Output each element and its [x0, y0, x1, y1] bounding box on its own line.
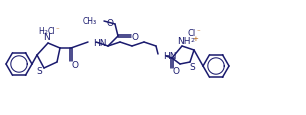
Text: O: O — [173, 66, 180, 75]
Text: N: N — [43, 32, 49, 41]
Text: ⁻: ⁻ — [196, 29, 200, 35]
Text: S: S — [36, 66, 42, 75]
Text: O: O — [132, 32, 139, 41]
Text: +: + — [192, 36, 198, 42]
Text: ⁻: ⁻ — [55, 27, 59, 33]
Text: HN: HN — [93, 38, 106, 47]
Text: S: S — [189, 62, 195, 71]
Text: H: H — [38, 26, 44, 35]
Text: 2: 2 — [43, 29, 47, 34]
Text: CH₃: CH₃ — [83, 17, 97, 26]
Text: Cl: Cl — [47, 26, 55, 35]
Text: O: O — [72, 60, 79, 69]
Text: HN: HN — [163, 52, 177, 61]
Text: 2: 2 — [190, 38, 194, 43]
Text: NH: NH — [177, 36, 191, 45]
Text: Cl: Cl — [188, 28, 196, 37]
Text: O: O — [106, 18, 114, 27]
